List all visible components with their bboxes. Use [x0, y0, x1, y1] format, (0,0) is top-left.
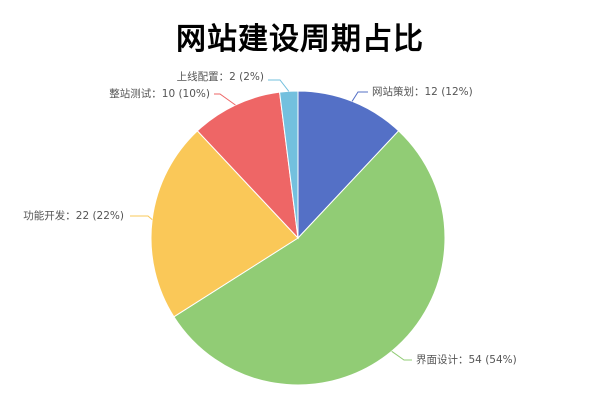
slice-label-2: 界面设计：54 (54%) — [416, 353, 517, 366]
leader-line-5 — [268, 79, 290, 92]
leader-line-2 — [391, 350, 412, 361]
pie-slice-3[interactable] — [150, 130, 299, 318]
leader-line-3 — [130, 215, 153, 220]
pie-slice-1[interactable] — [297, 90, 400, 240]
pie-slice-2[interactable] — [173, 130, 446, 386]
slice-label-5: 上线配置：2 (2%) — [177, 70, 264, 83]
slice-label-1: 网站策划：12 (12%) — [372, 85, 473, 98]
leader-line-4 — [214, 93, 236, 106]
slice-label-3: 功能开发：22 (22%) — [23, 209, 124, 222]
leader-line-1 — [351, 91, 368, 102]
slice-label-4: 整站测试：10 (10%) — [109, 87, 210, 100]
chart-title: 网站建设周期占比 — [176, 22, 424, 57]
pie-slice-4[interactable] — [196, 91, 299, 240]
